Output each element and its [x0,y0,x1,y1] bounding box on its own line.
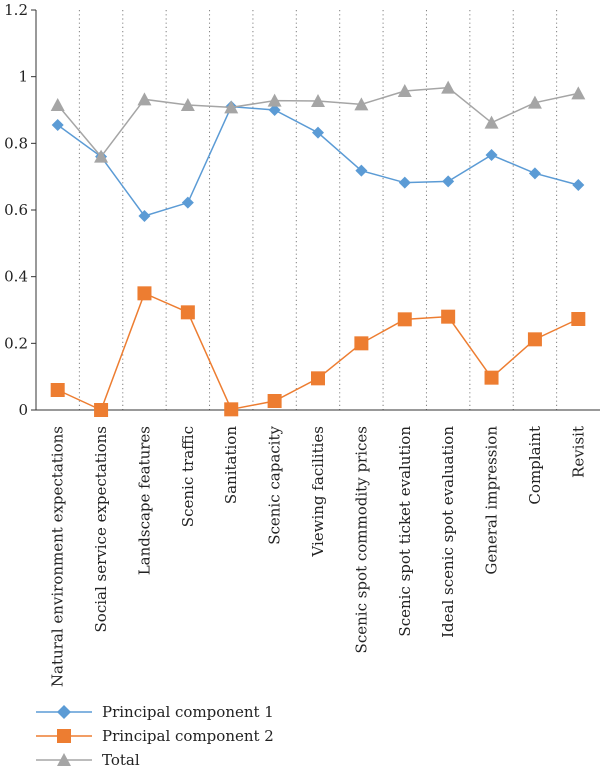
data-point [224,402,239,417]
series-3 [50,80,586,163]
y-tick-label: 0 [18,401,28,419]
x-category-label: Scenic traffic [179,426,197,527]
x-category-label: Sanitation [222,426,240,505]
y-axis-ticks: 0 0.2 0.4 0.6 0.8 1 1.2 [4,1,36,419]
x-axis-category-labels: Natural environment expectations Social s… [49,425,588,687]
data-point [441,309,456,324]
data-point [571,86,586,100]
data-point [94,149,109,163]
x-category-label: Complaint [526,426,544,505]
x-category-label: Viewing facilities [309,426,327,558]
legend: Principal component 1 Principal componen… [36,700,274,772]
data-point [571,312,586,326]
legend-label-1: Principal component 1 [102,703,274,721]
data-point [180,98,195,111]
series-layer [50,80,586,417]
x-category-label: Landscape features [135,426,153,575]
vertical-gridlines [78,10,558,410]
line-chart: 0 0.2 0.4 0.6 0.8 1 1.2 Natural environment ex… [4,1,600,687]
data-point [527,332,542,347]
legend-item-3: Total [36,748,274,772]
series-1 [51,100,585,222]
data-point [312,126,324,139]
x-category-label: Scenic capacity [266,425,284,544]
x-category-label: General impression [483,426,501,575]
legend-item-1: Principal component 1 [36,700,274,724]
data-point [267,93,282,107]
series-line [57,292,579,412]
data-point [267,394,282,408]
legend-label-3: Total [102,751,140,769]
data-point [398,176,411,189]
data-point [268,104,281,116]
series-line [57,105,579,217]
data-point [224,100,239,114]
data-point [50,383,65,397]
x-category-label: Scenic spot ticket evalution [396,426,414,637]
data-point [397,312,412,327]
y-tick-label: 0.6 [4,201,28,219]
y-tick-label: 0.8 [4,134,28,152]
data-point [181,196,194,209]
data-point [311,94,325,107]
chart-axes [35,10,600,411]
data-point [311,371,325,386]
data-point [484,370,499,385]
x-category-label: Revisit [569,426,587,478]
data-point [397,84,412,97]
x-category-label: Ideal scenic spot evaluation [439,426,457,638]
data-point [527,95,542,109]
data-point [484,115,499,129]
data-point [137,92,152,106]
y-tick-label: 1.2 [4,1,28,19]
data-point [94,403,109,417]
legend-item-2: Principal component 2 [36,724,274,748]
x-category-label: Social service expectations [92,426,110,632]
x-category-label: Scenic spot commodity prices [352,426,370,653]
data-point [51,119,64,131]
y-tick-label: 0.2 [4,334,28,352]
data-point [528,167,541,180]
data-point [485,149,498,161]
data-point [50,98,65,111]
data-point [441,80,456,94]
data-point [137,286,152,301]
legend-swatch-diamond [36,705,92,719]
y-tick-label: 0.4 [4,268,28,286]
legend-swatch-square [36,729,92,743]
data-point [138,210,151,222]
y-tick-label: 1 [18,68,28,86]
legend-swatch-triangle [36,753,92,766]
x-category-label: Natural environment expectations [49,426,67,687]
series-2 [50,286,586,417]
data-point [572,179,585,191]
data-point [354,97,369,111]
legend-label-2: Principal component 2 [102,727,274,745]
data-point [180,305,195,320]
data-point [354,336,369,351]
data-point [355,164,368,177]
data-point [442,175,455,188]
